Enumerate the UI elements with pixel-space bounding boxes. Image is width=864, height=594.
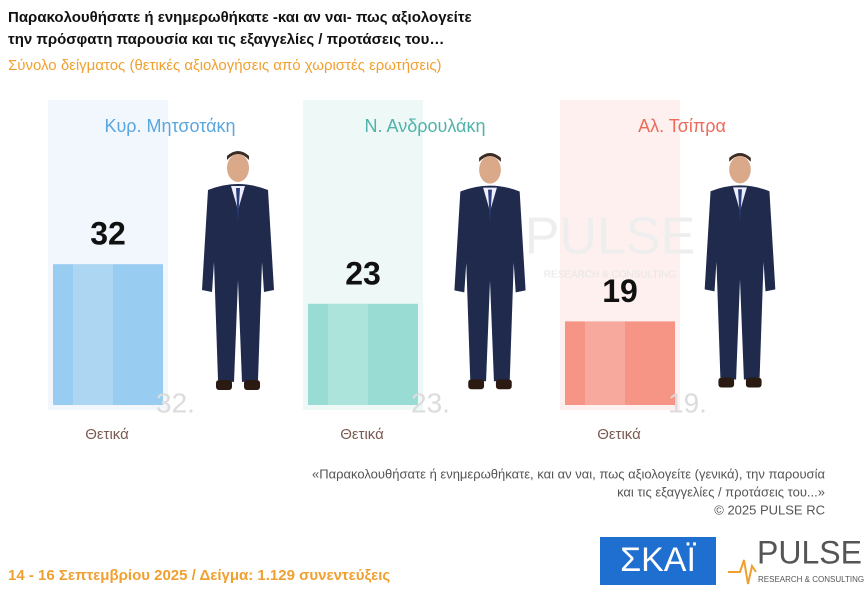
ghost-value-label: 32. <box>156 387 195 418</box>
ghost-value-label: 23. <box>411 387 450 418</box>
bar-highlight <box>73 264 113 405</box>
skai-logo <box>600 537 716 585</box>
note: «Παρακολουθήσατε ή ενημερωθήκατε, και αν… <box>312 466 825 481</box>
pulse-logo: PULSE <box>757 534 862 570</box>
pulse-wave <box>728 559 757 585</box>
watermark-sub: RESEARCH & CONSULTING <box>544 270 677 281</box>
footer: 14 - 16 Σεπτεμβρίου 2025 / Δείγμα: 1.129… <box>8 567 390 584</box>
bar-highlight <box>585 321 625 405</box>
note: © 2025 PULSE RC <box>714 502 825 517</box>
watermark: PULSE <box>525 208 696 266</box>
bar <box>308 303 418 405</box>
bar <box>565 321 675 405</box>
note: και τις εξαγγελίες / προτάσεις του...» <box>617 484 825 499</box>
title-line: Παρακολουθήσατε ή ενημερωθήκατε -και αν … <box>8 9 472 26</box>
value-label: 32 <box>90 216 126 252</box>
category-label: Αλ. Τσίπρα <box>638 116 726 136</box>
value-label: 23 <box>345 255 381 291</box>
category-label: Ν. Ανδρουλάκη <box>365 116 486 136</box>
category-label: Κυρ. Μητσοτάκη <box>104 116 235 136</box>
subtitle: Σύνολο δείγματος (θετικές αξιολογήσεις α… <box>8 57 442 74</box>
bar <box>53 264 163 405</box>
series-label: Θετικά <box>85 426 129 443</box>
ghost-value-label: 19. <box>668 387 707 418</box>
title-line: την πρόσφατη παρουσία και τις εξαγγελίες… <box>8 31 444 48</box>
pulse-logo-sub: RESEARCH & CONSULTING <box>758 575 864 584</box>
skai-logo-text: ΣΚΑΪ <box>620 541 696 579</box>
bar-highlight <box>328 303 368 405</box>
series-label: Θετικά <box>340 426 384 443</box>
series-label: Θετικά <box>597 426 641 443</box>
value-label: 19 <box>602 273 638 309</box>
